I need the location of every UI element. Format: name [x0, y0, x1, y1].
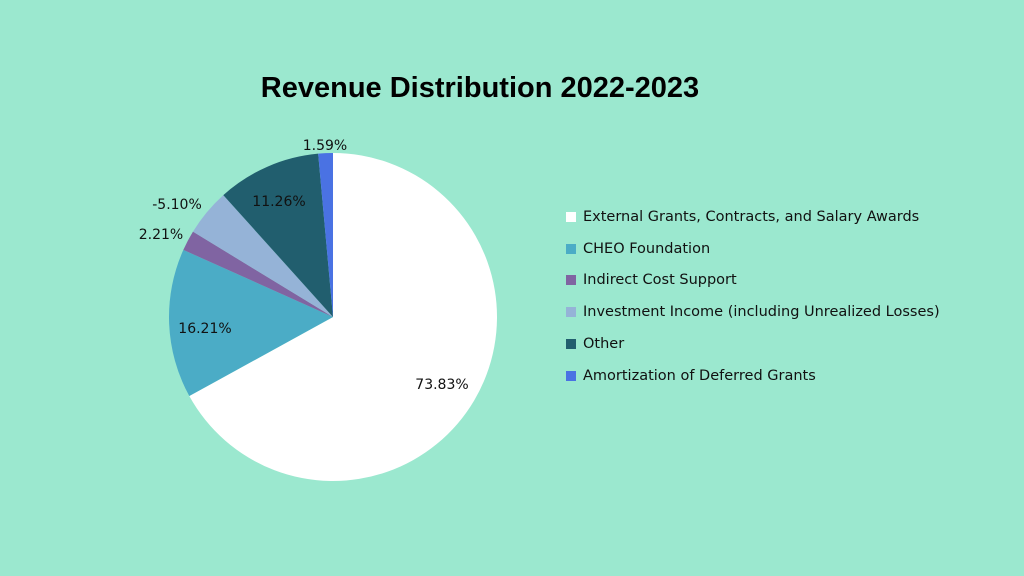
legend-item-amortization-of-deferred-grants: Amortization of Deferred Grants [566, 360, 940, 392]
legend-label: Investment Income (including Unrealized … [583, 304, 940, 321]
pie-slice-amortization-of-deferred-grants [318, 153, 333, 317]
legend-label: Amortization of Deferred Grants [583, 367, 816, 384]
legend-item-investment-income-including-unrealized-losses: Investment Income (including Unrealized … [566, 296, 940, 328]
pie-slice-investment-income-including-unrealized-losses [192, 195, 333, 317]
legend-swatch [566, 339, 576, 350]
legend-swatch [566, 307, 576, 318]
pie-slices [168, 153, 498, 481]
data-label-indirect-cost-support: 2.21% [139, 227, 183, 243]
data-label-other: 11.26% [252, 194, 305, 210]
legend-swatch [566, 275, 576, 286]
legend-item-indirect-cost-support: Indirect Cost Support [566, 265, 940, 297]
data-label-cheo-foundation: 16.21% [178, 321, 231, 337]
data-label-amortization-of-deferred-grants: 1.59% [303, 138, 347, 154]
legend-label: External Grants, Contracts, and Salary A… [583, 208, 920, 225]
pie-data-labels: 73.83% 16.21% 2.21% -5.10% 11.26% 1.59% [139, 138, 469, 393]
pie-slice-external-grants-contracts-and-salary-awards [189, 153, 498, 481]
legend-swatch [566, 211, 576, 222]
chart-legend: External Grants, Contracts, and Salary A… [566, 201, 940, 392]
pie-slice-cheo-foundation [168, 249, 333, 397]
legend-swatch [566, 243, 576, 254]
legend-item-external-grants-contracts-and-salary-awards: External Grants, Contracts, and Salary A… [566, 201, 940, 233]
chart-title: Revenue Distribution 2022-2023 [260, 72, 700, 104]
pie-slice-other [223, 153, 333, 317]
legend-item-other: Other [566, 328, 940, 360]
legend-label: Other [583, 336, 625, 353]
pie-slice-indirect-cost-support [183, 231, 333, 317]
data-label-investment-income-including-unrealized-losses: -5.10% [152, 197, 202, 213]
legend-label: Indirect Cost Support [583, 272, 737, 289]
legend-item-cheo-foundation: CHEO Foundation [566, 233, 940, 265]
legend-swatch [566, 370, 576, 381]
legend-label: CHEO Foundation [583, 240, 711, 257]
data-label-external-grants-contracts-and-salary-awards: 73.83% [415, 377, 468, 393]
